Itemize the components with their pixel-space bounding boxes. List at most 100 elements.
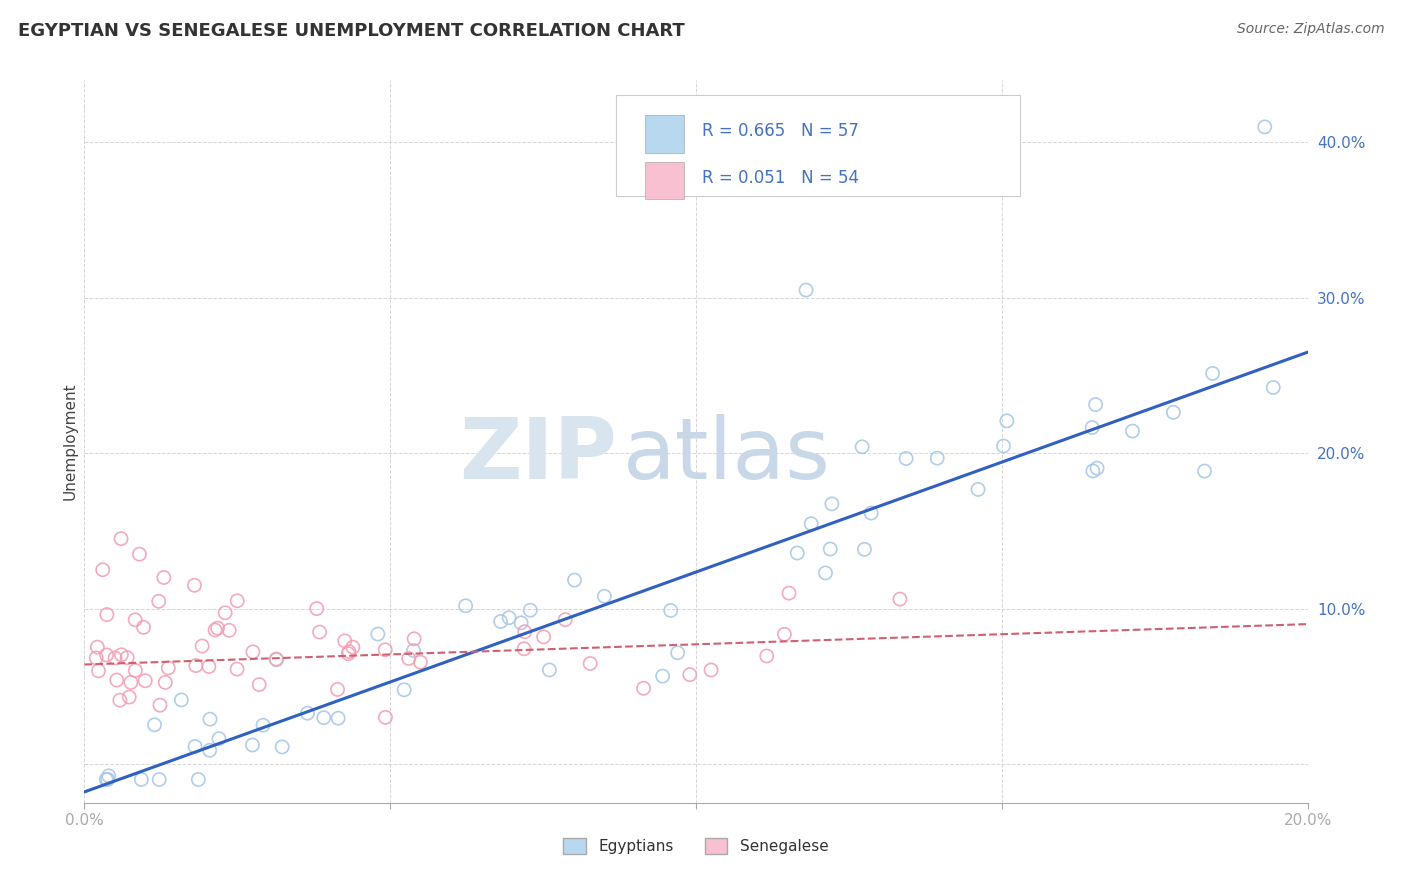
Point [218,624,240,638]
Point [226,662,249,676]
Point [593,590,616,604]
Point [271,739,294,754]
Point [773,627,796,641]
Point [579,657,602,671]
Text: R = 0.051   N = 54: R = 0.051 N = 54 [702,169,859,186]
Point [853,542,876,557]
Point [1194,464,1216,478]
Point [374,710,396,724]
Point [889,592,911,607]
Point [170,693,193,707]
Point [778,586,800,600]
Point [183,578,205,592]
Point [1084,398,1107,412]
Point [659,603,682,617]
Text: R = 0.665   N = 57: R = 0.665 N = 57 [702,122,859,140]
Point [402,643,425,657]
Point [108,693,131,707]
Point [148,594,170,608]
Point [510,615,533,630]
Point [700,663,723,677]
Point [633,681,655,696]
Point [1081,420,1104,434]
Point [96,648,118,662]
Point [651,669,673,683]
Point [110,532,132,546]
Point [1201,367,1223,381]
Point [115,650,138,665]
Point [191,639,214,653]
Point [498,610,520,624]
Point [266,653,288,667]
Point [818,541,841,556]
Point [454,599,477,613]
Point [198,743,221,757]
Point [513,641,536,656]
Point [91,563,114,577]
Point [786,546,808,560]
Point [305,601,328,615]
Point [252,718,274,732]
Point [143,718,166,732]
Point [97,769,120,783]
Point [132,620,155,634]
Point [1254,120,1277,134]
Point [392,682,415,697]
Point [1085,461,1108,475]
Point [755,648,778,663]
Point [519,603,541,617]
Point [860,506,883,520]
Point [97,772,120,787]
Point [84,651,107,665]
Point [308,625,330,640]
Point [538,663,561,677]
Bar [644,162,683,200]
Point [214,606,236,620]
Point [995,414,1018,428]
Point [96,772,118,787]
Point [337,644,360,658]
Point [124,613,146,627]
Point [104,651,127,665]
Point [967,483,990,497]
Point [1163,405,1185,419]
Point [564,573,586,587]
Point [226,594,249,608]
Point [794,283,817,297]
Point [242,645,264,659]
Point [333,633,356,648]
Text: Source: ZipAtlas.com: Source: ZipAtlas.com [1237,22,1385,37]
Point [96,607,118,622]
Legend: Egyptians, Senegalese: Egyptians, Senegalese [557,832,835,860]
Point [1121,424,1143,438]
Point [297,706,319,721]
Point [894,451,917,466]
FancyBboxPatch shape [616,95,1021,196]
Point [337,647,360,661]
Y-axis label: Unemployment: Unemployment [62,383,77,500]
Point [86,640,108,654]
Point [110,648,132,662]
Point [666,646,689,660]
Point [264,652,287,666]
Point [184,658,207,673]
Point [124,664,146,678]
Bar [644,115,683,153]
Point [326,711,349,725]
Point [679,667,702,681]
Point [342,640,364,655]
Point [105,673,128,687]
Point [149,698,172,713]
Point [247,677,270,691]
Point [131,772,153,787]
Point [198,659,221,673]
Point [312,711,335,725]
Point [513,624,536,639]
Text: EGYPTIAN VS SENEGALESE UNEMPLOYMENT CORRELATION CHART: EGYPTIAN VS SENEGALESE UNEMPLOYMENT CORR… [18,22,685,40]
Point [155,675,177,690]
Point [404,632,426,646]
Point [208,731,231,746]
Point [242,738,264,752]
Point [204,623,226,637]
Point [993,439,1015,453]
